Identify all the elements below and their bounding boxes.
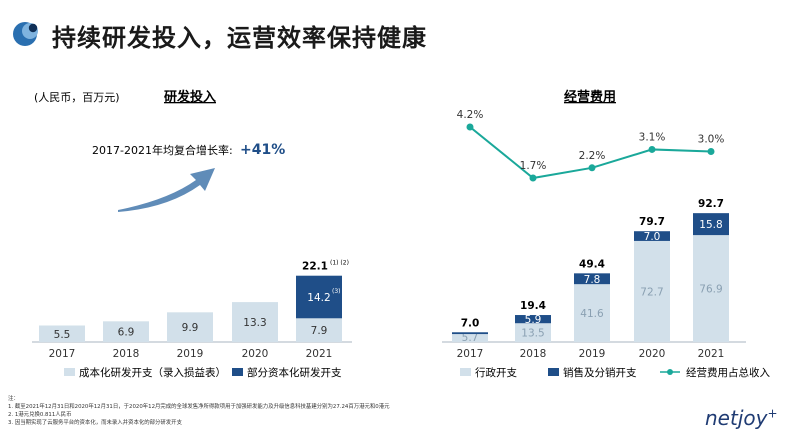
right-line-point-2018: [530, 175, 537, 182]
right-bar-label-admin-2019: 41.6: [580, 308, 604, 320]
left-legend-swatch-capitalized: [232, 368, 243, 376]
right-x-tick-2021: 2021: [698, 348, 725, 360]
right-bar-total-2017: 7.0: [461, 317, 480, 329]
footnote-3: 3. 因当期实现了云服务平台的资本化，而未录入并资本化的部分研发开支: [8, 419, 390, 427]
right-bar-label-admin-2020: 72.7: [640, 286, 663, 298]
left-bar-label-expensed-2017: 5.5: [54, 329, 71, 341]
footnote-1: 1. 截至2021年12月31日和2020年12月31日，于2020年12月完成…: [8, 403, 390, 411]
right-bar-label-sales-2018: 5.9: [525, 314, 542, 326]
brand-name: netjoy: [705, 406, 767, 430]
left-bar-label-capitalized-2021: 14.2: [307, 292, 330, 304]
cagr-value: +41%: [240, 142, 285, 158]
right-x-tick-2017: 2017: [457, 348, 484, 360]
right-bar-label-sales-2019: 7.8: [584, 274, 601, 286]
right-bar-label-sales-2020: 7.0: [644, 231, 661, 243]
left-unit-note: (人民币，百万元): [34, 91, 120, 104]
right-legend-sales: 销售及分销开支: [563, 366, 637, 379]
left-legend-capitalized: 部分资本化研发开支: [247, 366, 342, 379]
right-line-point-2020: [649, 146, 656, 153]
left-x-tick-2017: 2017: [49, 348, 76, 360]
right-line-point-2021: [708, 148, 715, 155]
left-bar-label-expensed-2021: 7.9: [311, 325, 328, 337]
right-legend-line-marker: [667, 369, 673, 375]
right-line-label-2017: 4.2%: [457, 109, 484, 121]
footnote-2: 2. 1港元兑换0.811人民币: [8, 411, 390, 419]
charts-area: (人民币，百万元) 研发投入 2017-2021年均复合增长率: +41% 经营…: [0, 0, 800, 395]
left-x-tick-2021: 2021: [306, 348, 333, 360]
right-line-label-2021: 3.0%: [698, 133, 725, 145]
right-line-label-2019: 2.2%: [579, 150, 606, 162]
left-x-tick-2020: 2020: [242, 348, 269, 360]
left-x-tick-2018: 2018: [113, 348, 140, 360]
left-bar-footnote-capitalized-2021: (3): [332, 288, 341, 295]
right-bar-total-2020: 79.7: [639, 216, 665, 228]
growth-arrow-icon: [118, 168, 215, 212]
left-legend-swatch-expensed: [64, 368, 75, 376]
right-legend-swatch-admin: [460, 368, 471, 376]
left-bar-label-expensed-2018: 6.9: [118, 327, 135, 339]
right-bar-sales-2017: [452, 332, 488, 334]
right-legend-swatch-sales: [548, 368, 559, 376]
right-line-label-2018: 1.7%: [520, 160, 547, 172]
slide: 持续研发投入，运营效率保持健康 (人民币，百万元) 研发投入 2017-2021…: [0, 0, 800, 440]
right-x-tick-2018: 2018: [520, 348, 547, 360]
brand-logo: netjoy+: [705, 406, 778, 430]
left-bar-label-expensed-2020: 13.3: [243, 317, 266, 329]
left-bar-total-2021: 22.1: [302, 261, 328, 273]
right-legend-ratio: 经营费用占总收入: [686, 366, 770, 379]
brand-suffix: +: [767, 406, 777, 420]
right-bar-label-admin-2018: 13.5: [521, 328, 544, 340]
right-line-point-2019: [589, 164, 596, 171]
right-legend-admin: 行政开支: [475, 366, 517, 379]
right-bar-total-2021: 92.7: [698, 198, 724, 210]
cagr-label: 2017-2021年均复合增长率:: [92, 143, 233, 157]
right-bar-label-admin-2021: 76.9: [699, 284, 722, 296]
right-bar-total-2018: 19.4: [520, 300, 546, 312]
footnote-heading: 注：: [8, 395, 390, 403]
right-line-point-2017: [467, 124, 474, 131]
left-chart-title: 研发投入: [164, 89, 216, 105]
left-bar-total-footnote-2021: (1) (2): [330, 260, 349, 267]
left-legend-expensed: 成本化研发开支（录入损益表）: [79, 366, 226, 379]
footnotes: 注： 1. 截至2021年12月31日和2020年12月31日，于2020年12…: [8, 395, 390, 427]
right-line-label-2020: 3.1%: [639, 131, 666, 143]
right-bar-label-sales-2021: 15.8: [699, 219, 722, 231]
right-chart-title: 经营费用: [564, 89, 616, 105]
right-x-tick-2020: 2020: [639, 348, 666, 360]
left-bar-label-expensed-2019: 9.9: [182, 322, 199, 334]
right-bar-total-2019: 49.4: [579, 258, 605, 270]
right-x-tick-2019: 2019: [579, 348, 606, 360]
left-x-tick-2019: 2019: [177, 348, 204, 360]
